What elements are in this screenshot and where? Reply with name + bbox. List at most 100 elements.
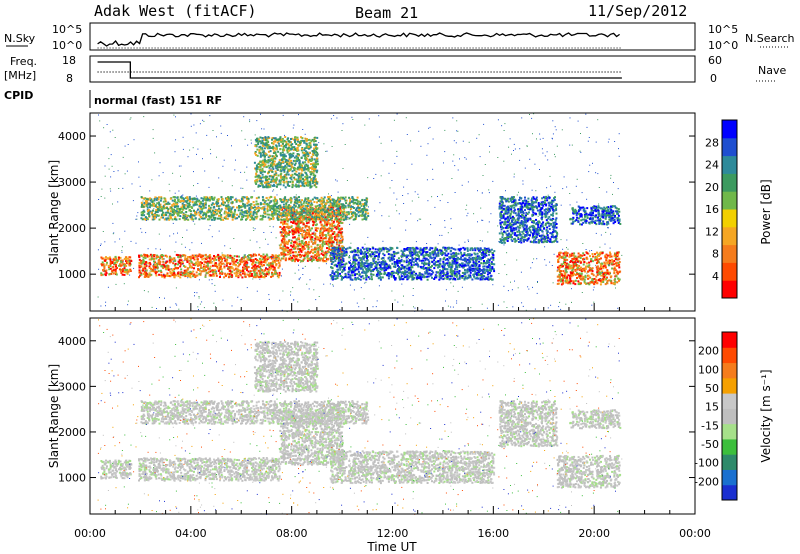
power-echo [257,186,259,188]
power-echo [308,244,310,246]
power-echo [248,201,250,203]
power-echo [299,226,301,228]
power-echo [298,232,300,234]
power-echo [172,200,174,202]
power-echo [295,143,297,145]
power-echo [235,275,237,277]
power-echo [348,213,350,215]
power-echo [364,214,366,216]
power-echo [321,200,323,202]
power-echo [139,265,141,267]
power-echo [223,256,225,258]
power-echo [199,214,201,216]
power-echo [371,251,373,253]
power-echo [273,184,275,186]
power-echo [185,214,187,216]
power-echo [358,215,360,217]
power-echo [187,269,189,271]
power-echo [281,158,283,160]
power-echo [238,275,240,277]
power-echo [253,204,255,206]
power-echo [148,276,150,278]
power-echo [366,217,368,219]
power-echo [282,151,284,153]
power-echo [115,264,117,266]
power-echo [263,261,265,263]
power-echo [355,263,357,265]
power-echo [189,274,191,276]
power-echo [149,197,151,199]
power-echo [246,267,248,269]
power-echo [312,139,314,141]
power-echo [287,169,289,171]
power-echo [258,263,260,265]
power-echo [346,211,348,213]
power-echo [100,274,102,276]
power-echo [199,205,201,207]
power-echo [312,259,314,261]
power-echo [375,248,377,250]
power-echo [282,199,284,201]
power-echo [283,258,285,260]
power-echo [172,258,174,260]
power-echo [322,254,324,256]
power-echo [310,163,312,165]
power-echo [261,261,263,263]
power-echo [351,263,353,265]
power-echo [342,197,344,199]
power-echo [264,208,266,210]
power-echo [311,241,313,243]
power-echo [183,265,185,267]
power-echo [203,267,205,269]
power-echo [262,142,264,144]
power-echo [143,214,145,216]
power-echo [315,236,317,238]
power-echo [139,272,141,274]
power-echo [269,219,271,221]
power-echo [153,266,155,268]
power-echo [196,263,198,265]
power-echo [227,254,229,256]
power-echo [269,209,271,211]
power-echo [357,200,359,202]
power-echo [128,264,130,266]
power-echo [253,201,255,203]
power-echo [296,198,298,200]
power-echo [129,256,131,258]
power-echo [174,206,176,208]
power-echo [275,212,277,214]
power-echo [105,256,107,258]
power-echo [271,214,273,216]
power-echo [266,273,268,275]
power-echo [261,256,263,258]
power-echo [228,206,230,208]
power-echo [151,204,153,206]
power-echo [211,219,213,221]
freq-trace [98,62,622,78]
nsky-tick-bot: 10^0 [52,39,82,52]
power-echo [259,272,261,274]
power-echo [307,153,309,155]
power-echo [314,215,316,217]
power-echo [330,216,332,218]
power-echo [277,163,279,165]
power-echo [329,200,331,202]
power-echo [210,274,212,276]
power-echo [244,212,246,214]
power-echo [159,219,161,221]
power-echo [233,259,235,261]
power-echo [274,158,276,160]
power-echo [276,217,278,219]
power-echo [225,205,227,207]
power-echo [154,254,156,256]
freq-tick-top: 18 [62,54,76,67]
power-echo [319,259,321,261]
power-echo [169,259,171,261]
power-echo [180,200,182,202]
power-echo [314,216,316,218]
power-echo [297,153,299,155]
power-echo [492,259,494,261]
power-echo [251,255,253,257]
power-echo [341,219,343,221]
power-echo [319,204,321,206]
